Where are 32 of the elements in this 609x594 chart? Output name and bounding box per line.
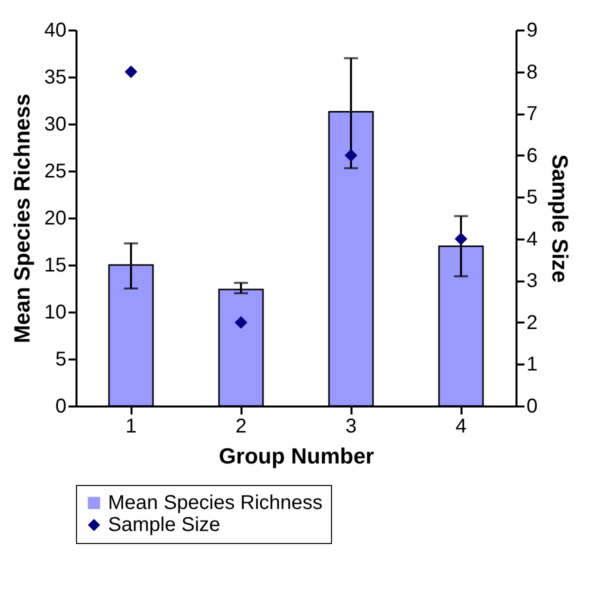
- y-tick-label: 15: [44, 254, 66, 276]
- y-tick-label: 5: [55, 348, 66, 370]
- x-tick-label: 2: [235, 416, 247, 438]
- y-tick-label: 0: [55, 396, 66, 418]
- point: [344, 149, 358, 162]
- x-axis-title: Group Number: [218, 444, 375, 468]
- y2-tick-label: 8: [526, 61, 538, 84]
- y2-tick-label: 9: [526, 20, 538, 42]
- point: [124, 65, 138, 78]
- y-tick-label: 35: [44, 66, 66, 88]
- y2-tick-label: 4: [526, 228, 538, 250]
- point: [234, 316, 248, 329]
- x-tick-label: 4: [455, 416, 467, 438]
- y2-tick-label: 6: [526, 144, 538, 167]
- y2-tick-label: 7: [526, 103, 538, 126]
- y2-tick-label: 5: [526, 186, 538, 209]
- x-tick-label: 1: [125, 416, 137, 438]
- y-tick-label: 20: [44, 208, 66, 230]
- legend-label: Sample Size: [108, 514, 220, 536]
- y-tick-label: 40: [44, 20, 66, 42]
- y2-tick-label: 2: [526, 312, 538, 334]
- x-tick-label: 3: [345, 416, 357, 438]
- y2-tick-label: 1: [526, 354, 538, 376]
- point: [454, 232, 468, 246]
- y2-axis-title: Sample Size: [548, 154, 573, 283]
- y-tick-label: 30: [44, 114, 66, 136]
- y-axis-title: Mean Species Richness: [9, 94, 34, 344]
- y-tick-label: 25: [44, 160, 66, 182]
- y-tick-label: 10: [44, 302, 66, 324]
- legend-label: Mean Species Richness: [108, 492, 323, 514]
- y2-tick-label: 3: [526, 270, 538, 292]
- y2-tick-label: 0: [526, 396, 538, 418]
